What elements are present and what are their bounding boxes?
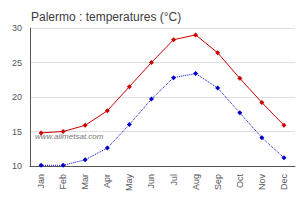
svg-text:30: 30 [12, 23, 22, 33]
svg-text:Feb: Feb [58, 174, 68, 190]
svg-text:Jun: Jun [146, 174, 156, 189]
svg-text:Nov: Nov [257, 174, 267, 191]
svg-text:Mar: Mar [80, 174, 90, 190]
svg-text:Jul: Jul [169, 174, 179, 186]
svg-text:Dec: Dec [279, 174, 289, 191]
svg-text:Oct: Oct [235, 174, 245, 189]
svg-text:Jan: Jan [36, 174, 46, 189]
svg-text:Palermo : temperatures (°C): Palermo : temperatures (°C) [31, 10, 181, 24]
svg-text:15: 15 [12, 127, 22, 137]
svg-text:Apr: Apr [102, 174, 112, 188]
svg-text:www.allmetsat.com: www.allmetsat.com [35, 131, 104, 141]
svg-text:10: 10 [12, 161, 22, 171]
svg-text:25: 25 [12, 58, 22, 68]
svg-text:May: May [124, 174, 134, 192]
svg-text:Sep: Sep [213, 174, 223, 190]
svg-text:Aug: Aug [191, 174, 201, 190]
svg-text:20: 20 [12, 92, 22, 102]
